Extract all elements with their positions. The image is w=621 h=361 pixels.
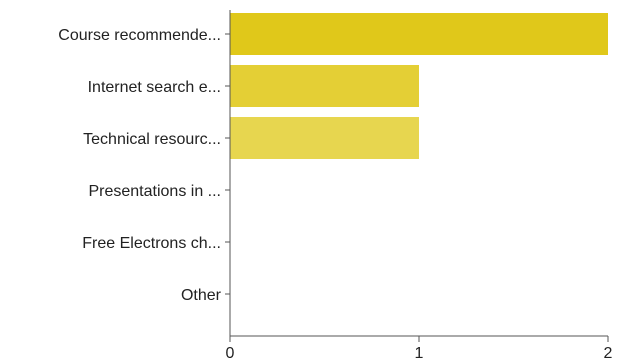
category-label: Internet search e... xyxy=(88,79,221,96)
x-ticks: 0 1 2 xyxy=(226,336,613,361)
x-tick-label: 2 xyxy=(604,345,613,361)
category-labels: Course recommende... Internet search e...… xyxy=(58,27,221,304)
bar-1 xyxy=(230,65,419,107)
axes xyxy=(229,10,608,337)
x-tick-label: 0 xyxy=(226,345,235,361)
category-label: Other xyxy=(181,287,222,304)
category-label: Technical resourc... xyxy=(83,131,221,148)
category-label: Presentations in ... xyxy=(88,183,221,200)
bar-2 xyxy=(230,117,419,159)
category-label: Course recommende... xyxy=(58,27,221,44)
category-label: Free Electrons ch... xyxy=(82,235,221,252)
bar-0 xyxy=(230,13,608,55)
y-ticks xyxy=(225,33,230,295)
bars-group xyxy=(230,13,608,159)
x-tick-label: 1 xyxy=(415,345,424,361)
